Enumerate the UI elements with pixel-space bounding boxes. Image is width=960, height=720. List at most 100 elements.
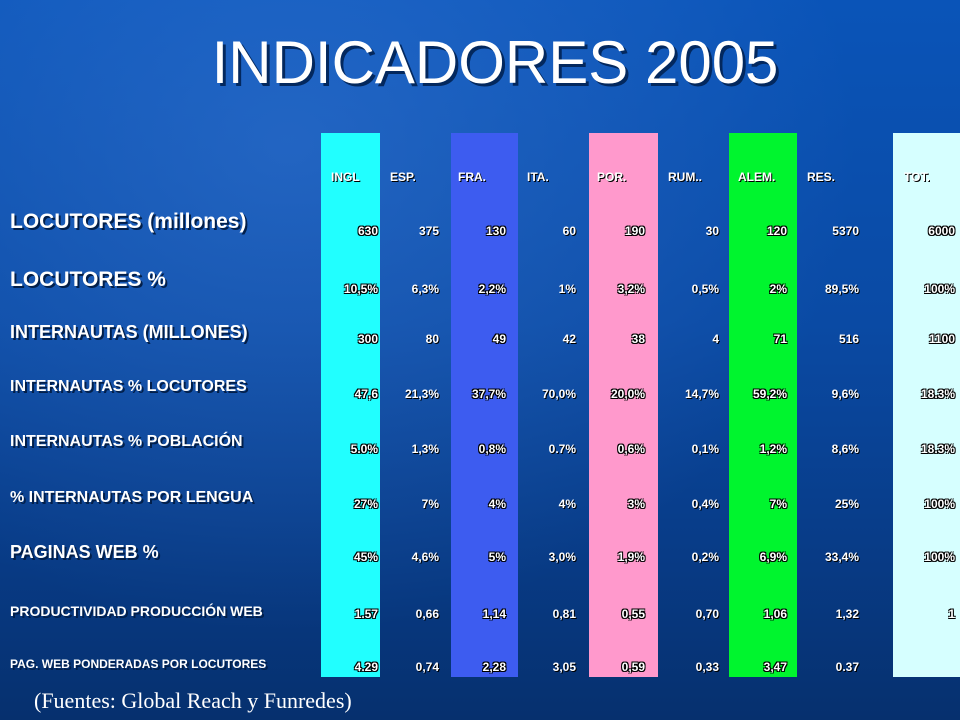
cell-fra-row-5: 0,8% <box>478 442 506 456</box>
column-header-rum: RUM.. <box>668 170 702 184</box>
cell-por-row-1: 190 <box>624 224 645 238</box>
row-label-locutores-millones: LOCUTORES (millones) <box>10 210 247 233</box>
cell-ingl-row-1: 630 <box>357 224 378 238</box>
row-label-internautas-millones: INTERNAUTAS (MILLONES) <box>10 322 248 342</box>
cell-rum-row-5: 0,1% <box>691 442 719 456</box>
cell-tot-row-3: 1100 <box>928 332 955 346</box>
cell-res-row-3: 516 <box>838 332 859 346</box>
cell-tot-row-5: 18.3% <box>920 442 955 456</box>
cell-ita-row-2: 1% <box>558 282 576 296</box>
row-label-internautas-pct-poblacion: INTERNAUTAS % POBLACIÓN <box>10 433 243 450</box>
cell-por-row-8: 0,55 <box>621 607 645 621</box>
cell-tot-row-4: 18.3% <box>920 387 955 401</box>
cell-rum-row-8: 0,70 <box>695 607 719 621</box>
row-label-pag-web-ponderadas: PAG. WEB PONDERADAS POR LOCUTORES <box>10 657 267 671</box>
cell-res-row-1: 5370 <box>832 224 859 238</box>
cell-esp-row-8: 0,66 <box>415 607 439 621</box>
cell-esp-row-2: 6,3% <box>411 282 439 296</box>
row-label-internautas-pct-locutores: INTERNAUTAS % LOCUTORES <box>10 378 247 395</box>
column-header-ingl: INGL <box>331 170 360 184</box>
cell-rum-row-2: 0,5% <box>691 282 719 296</box>
cell-alem-row-5: 1,2% <box>759 442 787 456</box>
column-header-ita: ITA. <box>527 170 549 184</box>
cell-alem-row-7: 6,9% <box>759 550 787 564</box>
column-header-alem: ALEM. <box>738 170 776 184</box>
cell-por-row-3: 38 <box>631 332 645 346</box>
cell-fra-row-3: 49 <box>492 332 506 346</box>
cell-esp-row-5: 1,3% <box>411 442 439 456</box>
cell-ita-row-7: 3,0% <box>548 550 576 564</box>
cell-esp-row-7: 4,6% <box>411 550 439 564</box>
column-bg-tot <box>893 133 960 677</box>
cell-ita-row-3: 42 <box>562 332 576 346</box>
cell-rum-row-9: 0,33 <box>695 660 719 674</box>
cell-esp-row-1: 375 <box>418 224 439 238</box>
column-header-tot: TOT. <box>904 170 930 184</box>
cell-res-row-4: 9,6% <box>831 387 859 401</box>
column-bg-por <box>589 133 658 677</box>
row-label-locutores-pct: LOCUTORES % <box>10 268 166 291</box>
cell-ingl-row-8: 1.57 <box>354 607 378 621</box>
cell-tot-row-8: 1 <box>948 607 955 621</box>
cell-por-row-2: 3,2% <box>617 282 645 296</box>
cell-res-row-8: 1,32 <box>835 607 859 621</box>
cell-res-row-2: 89,5% <box>824 282 859 296</box>
cell-alem-row-1: 120 <box>766 224 787 238</box>
column-header-por: POR. <box>597 170 627 184</box>
cell-ita-row-6: 4% <box>558 497 576 511</box>
column-bg-fra <box>451 133 518 677</box>
cell-res-row-6: 25% <box>834 497 859 511</box>
cell-alem-row-3: 71 <box>773 332 787 346</box>
column-header-fra: FRA. <box>458 170 486 184</box>
cell-tot-row-7: 100% <box>924 550 955 564</box>
cell-res-row-9: 0.37 <box>835 660 859 674</box>
cell-esp-row-6: 7% <box>421 497 439 511</box>
cell-alem-row-9: 3,47 <box>763 660 787 674</box>
cell-ita-row-5: 0.7% <box>548 442 576 456</box>
cell-rum-row-1: 30 <box>705 224 719 238</box>
cell-ita-row-1: 60 <box>562 224 576 238</box>
cell-ingl-row-7: 45% <box>353 550 378 564</box>
cell-fra-row-7: 5% <box>488 550 506 564</box>
cell-ita-row-4: 70,0% <box>541 387 576 401</box>
column-header-res: RES. <box>807 170 836 184</box>
cell-ingl-row-9: 4.29 <box>354 660 378 674</box>
slide-title: INDICADORES 2005 <box>211 29 779 96</box>
cell-ingl-row-2: 10,5% <box>343 282 378 296</box>
column-bg-alem <box>729 133 797 677</box>
cell-rum-row-4: 14,7% <box>684 387 719 401</box>
cell-tot-row-6: 100% <box>924 497 955 511</box>
cell-alem-row-4: 59,2% <box>752 387 787 401</box>
cell-ingl-row-4: 47,6 <box>354 387 378 401</box>
cell-res-row-7: 33,4% <box>824 550 859 564</box>
cell-esp-row-9: 0,74 <box>415 660 439 674</box>
cell-alem-row-2: 2% <box>769 282 787 296</box>
cell-rum-row-7: 0,2% <box>691 550 719 564</box>
cell-rum-row-6: 0,4% <box>691 497 719 511</box>
row-label-internautas-por-lengua: % INTERNAUTAS POR LENGUA <box>10 489 254 506</box>
cell-fra-row-6: 4% <box>488 497 506 511</box>
cell-fra-row-8: 1,14 <box>482 607 506 621</box>
cell-alem-row-8: 1,06 <box>763 607 787 621</box>
cell-fra-row-9: 2,28 <box>482 660 506 674</box>
cell-por-row-5: 0,6% <box>617 442 645 456</box>
cell-rum-row-3: 4 <box>712 332 719 346</box>
row-label-productividad: PRODUCTIVIDAD PRODUCCIÓN WEB <box>10 603 263 619</box>
cell-tot-row-2: 100% <box>924 282 955 296</box>
row-label-paginas-web-pct: PAGINAS WEB % <box>10 542 159 562</box>
cell-res-row-5: 8,6% <box>831 442 859 456</box>
cell-fra-row-4: 37,7% <box>471 387 506 401</box>
cell-esp-row-4: 21,3% <box>404 387 439 401</box>
cell-ingl-row-3: 300 <box>357 332 378 346</box>
cell-ingl-row-6: 27% <box>353 497 378 511</box>
cell-esp-row-3: 80 <box>425 332 439 346</box>
cell-ita-row-9: 3,05 <box>552 660 576 674</box>
column-header-esp: ESP. <box>390 170 416 184</box>
cell-por-row-4: 20,0% <box>610 387 645 401</box>
cell-ita-row-8: 0,81 <box>552 607 576 621</box>
cell-fra-row-2: 2,2% <box>478 282 506 296</box>
cell-por-row-6: 3% <box>627 497 645 511</box>
cell-ingl-row-5: 5.0% <box>350 442 378 456</box>
source-note: (Fuentes: Global Reach y Funredes) <box>34 688 352 713</box>
cell-por-row-7: 1,9% <box>617 550 645 564</box>
